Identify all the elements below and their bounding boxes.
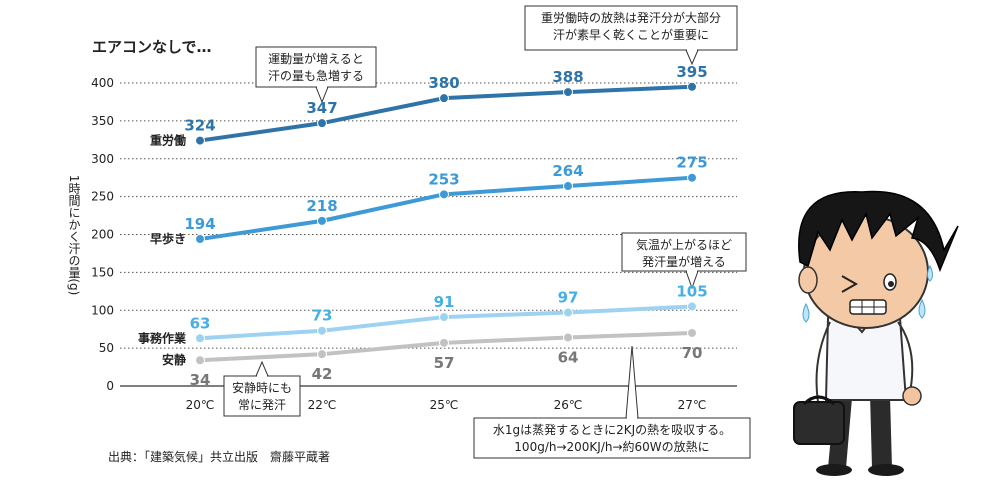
callout-text: 汗が素早く乾くことが重要に xyxy=(553,27,709,42)
callout-box xyxy=(223,375,301,417)
data-label: 253 xyxy=(428,170,459,188)
callout-text: 気温が上がるほど xyxy=(636,237,732,252)
data-point xyxy=(439,337,449,348)
data-point xyxy=(439,189,449,200)
data-point xyxy=(195,234,205,245)
callout-box xyxy=(524,5,738,51)
data-point xyxy=(317,349,327,360)
data-point xyxy=(687,327,697,338)
data-point xyxy=(195,333,205,344)
data-label: 194 xyxy=(184,215,215,233)
source-note: 出典：「建築気候」共立出版 齋藤平蔵著 xyxy=(108,449,330,464)
data-point xyxy=(439,93,449,104)
y-axis-label: 1時間にかく汗の量(g) xyxy=(67,175,81,296)
data-label: 275 xyxy=(676,154,707,172)
y-tick-label: 400 xyxy=(91,76,114,90)
data-point xyxy=(317,325,327,336)
callout-text: 重労働時の放熱は発汗分が大部分 xyxy=(541,10,721,25)
data-label: 57 xyxy=(434,354,455,372)
callout-box xyxy=(621,232,747,272)
data-label: 97 xyxy=(558,289,579,307)
data-label: 218 xyxy=(306,197,337,215)
data-label: 42 xyxy=(312,365,333,383)
data-label: 34 xyxy=(190,371,211,389)
callout-text: 運動量が増えると xyxy=(268,51,364,66)
data-label: 264 xyxy=(552,162,583,180)
series-line-2 xyxy=(198,304,694,341)
data-label: 324 xyxy=(184,117,215,135)
data-point xyxy=(317,215,327,226)
callout-text: 安静時にも xyxy=(232,380,292,395)
data-point xyxy=(687,81,697,92)
y-tick-label: 300 xyxy=(91,152,114,166)
x-tick-label: 20℃ xyxy=(186,398,215,412)
data-point xyxy=(563,87,573,98)
axes: 0 50 100 150 200 250 300 350 400 20℃ 22℃ 25℃ 26℃ 27℃ xyxy=(91,76,737,412)
data-label: 388 xyxy=(552,68,583,86)
data-label: 63 xyxy=(190,314,211,332)
data-label: 70 xyxy=(682,344,703,362)
series-name-label: 安静 xyxy=(162,352,186,367)
series-name-label: 早歩き xyxy=(150,231,186,246)
sweating-man-illustration xyxy=(793,190,959,476)
callout-text: 常に発汗 xyxy=(238,398,286,412)
data-label: 64 xyxy=(558,349,579,367)
data-point xyxy=(195,355,205,366)
data-label: 347 xyxy=(306,99,337,117)
callout-text: 水1gは蒸発するときに2KJの熱を吸収する。 xyxy=(493,423,731,437)
data-label: 380 xyxy=(428,74,459,92)
data-point xyxy=(195,135,205,146)
y-tick-label: 100 xyxy=(91,303,114,317)
y-tick-label: 50 xyxy=(99,341,114,355)
callout-box xyxy=(473,417,751,459)
series-name-label: 事務作業 xyxy=(138,330,187,345)
data-label: 73 xyxy=(312,307,333,325)
x-tick-label: 26℃ xyxy=(554,398,583,412)
x-tick-label: 22℃ xyxy=(308,398,337,412)
y-tick-label: 150 xyxy=(91,265,114,279)
callout-box xyxy=(255,46,377,88)
data-point xyxy=(563,332,573,343)
callout-pointer xyxy=(625,345,639,419)
series-lines xyxy=(195,81,697,366)
data-point xyxy=(317,118,327,129)
callout-text: 発汗量が増える xyxy=(642,254,726,269)
callout-text: 100g/h→200KJ/h→約60Wの放熱に xyxy=(514,439,709,454)
callout-pointer xyxy=(255,360,269,377)
data-point xyxy=(439,312,449,323)
data-point xyxy=(563,181,573,192)
callout-water: 水1gは蒸発するときに2KJの熱を吸収する。 100g/h→200KJ/h→約60… xyxy=(473,345,751,459)
x-tick-label: 25℃ xyxy=(430,398,459,412)
data-point xyxy=(563,307,573,318)
data-label: 105 xyxy=(676,282,707,300)
y-tick-label: 200 xyxy=(91,228,114,242)
y-tick-label: 350 xyxy=(91,114,114,128)
callout-text: 汗の量も急増する xyxy=(268,68,364,83)
data-label: 395 xyxy=(676,63,707,81)
data-label: 91 xyxy=(434,293,455,311)
series-name-label: 重労働 xyxy=(150,133,186,148)
x-tick-label: 27℃ xyxy=(678,398,707,412)
data-labels: 324 347 380 388 395 重労働 194 218 253 264 275 早歩き 63 73… xyxy=(138,63,708,389)
y-tick-label: 250 xyxy=(91,190,114,204)
data-point xyxy=(687,172,697,183)
chart-title: エアコンなしで… xyxy=(92,38,212,56)
data-point xyxy=(687,301,697,312)
annotations: 重労働時の放熱は発汗分が大部分汗が素早く乾くことが重要に運動量が増えると汗の量も… xyxy=(223,5,751,459)
y-tick-label: 0 xyxy=(106,379,114,393)
